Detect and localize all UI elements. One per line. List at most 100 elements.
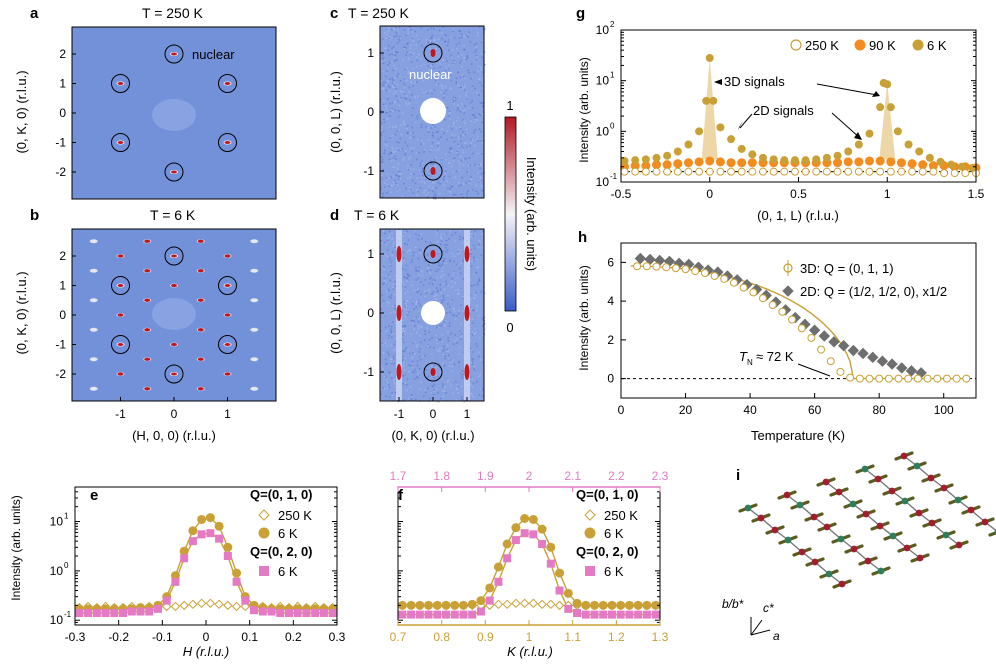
noise-pixel <box>428 282 431 285</box>
noise-pixel <box>440 324 443 327</box>
noise-pixel <box>456 151 459 153</box>
x-axis-label-g: (0, 1, L) (r.l.u.) <box>757 208 839 223</box>
noise-pixel <box>386 379 388 381</box>
noise-pixel <box>393 179 396 182</box>
noise-pixel <box>468 180 471 183</box>
noise-pixel <box>420 270 423 272</box>
beam-stop-c <box>420 98 446 124</box>
noise-pixel <box>442 297 445 299</box>
noise-pixel <box>382 103 385 106</box>
data-point-250K <box>812 167 821 176</box>
noise-pixel <box>420 249 422 251</box>
noise-pixel <box>447 349 449 352</box>
noise-pixel <box>410 147 412 149</box>
noise-pixel <box>406 311 409 314</box>
noise-pixel <box>407 132 409 134</box>
noise-pixel <box>443 385 445 388</box>
noise-pixel <box>464 109 467 111</box>
noise-pixel <box>436 342 439 345</box>
noise-pixel <box>419 165 421 167</box>
noise-pixel <box>383 375 386 378</box>
x-axis-label-h: Temperature (K) <box>751 428 845 443</box>
data-point-2D <box>876 355 889 367</box>
data-point-Q020 <box>581 610 590 619</box>
noise-pixel <box>412 371 414 373</box>
noise-pixel <box>394 392 397 394</box>
noise-pixel <box>402 399 405 401</box>
noise-pixel <box>472 131 475 134</box>
noise-pixel <box>440 91 443 94</box>
noise-pixel <box>480 163 483 165</box>
noise-pixel <box>453 195 456 198</box>
noise-pixel <box>412 254 414 257</box>
noise-pixel <box>427 129 430 131</box>
atom <box>901 497 909 505</box>
noise-pixel <box>403 157 405 159</box>
noise-pixel <box>391 394 394 397</box>
noise-pixel <box>465 157 467 160</box>
noise-pixel <box>482 138 485 140</box>
noise-pixel <box>434 172 437 174</box>
nuclear-peak <box>117 141 124 144</box>
magnetic-peak <box>224 372 231 376</box>
data-point-Q020 <box>162 596 171 605</box>
noise-pixel <box>401 268 404 270</box>
noise-pixel <box>453 158 456 161</box>
colorbar-label: Intensity (arb. units) <box>524 157 539 271</box>
noise-pixel <box>478 351 480 354</box>
noise-pixel <box>401 326 404 328</box>
noise-pixel <box>474 370 476 373</box>
noise-pixel <box>385 110 388 113</box>
x-tick-label: 1 <box>884 187 891 201</box>
data-point-3D <box>807 333 816 342</box>
y-tick-label: 0 <box>59 106 66 120</box>
noise-pixel <box>462 131 464 133</box>
noise-pixel <box>443 345 445 348</box>
noise-pixel <box>417 257 420 260</box>
noise-pixel <box>466 34 469 36</box>
data-point-3D <box>633 262 642 271</box>
noise-pixel <box>442 399 445 402</box>
noise-pixel <box>472 363 474 365</box>
noise-pixel <box>432 163 435 165</box>
noise-pixel <box>384 47 386 50</box>
data-point-250K <box>716 167 725 176</box>
noise-pixel <box>392 242 395 245</box>
data-point-Q020 <box>590 610 599 619</box>
rod-peak <box>396 305 402 321</box>
noise-pixel <box>383 282 385 284</box>
noise-pixel <box>463 77 466 79</box>
atom <box>825 570 833 578</box>
data-point-3D <box>826 357 835 366</box>
x-tick-label: 0 <box>430 407 437 421</box>
noise-pixel <box>410 81 413 84</box>
noise-pixel <box>384 265 387 267</box>
noise-pixel <box>404 150 407 152</box>
noise-pixel <box>482 113 485 116</box>
data-point-6K <box>476 596 486 606</box>
data-point-6K <box>947 160 956 169</box>
noise-pixel <box>390 152 393 154</box>
noise-pixel <box>447 41 450 44</box>
noise-pixel <box>445 232 448 235</box>
noise-pixel <box>478 26 481 28</box>
magnetic-peak <box>144 387 151 391</box>
noise-pixel <box>483 51 486 54</box>
noise-pixel <box>381 158 384 161</box>
noise-pixel <box>401 147 404 150</box>
noise-pixel <box>459 329 461 332</box>
noise-pixel <box>471 259 474 262</box>
noise-pixel <box>482 361 485 364</box>
data-point-Q020 <box>468 610 477 619</box>
data-point-3D <box>749 288 758 297</box>
noise-pixel <box>391 102 394 104</box>
noise-pixel <box>430 145 433 148</box>
noise-pixel <box>395 141 398 143</box>
noise-pixel <box>474 247 476 250</box>
noise-pixel <box>453 380 456 383</box>
noise-pixel <box>424 73 427 75</box>
noise-pixel <box>397 100 399 103</box>
data-point-250K <box>886 167 895 176</box>
noise-pixel <box>454 282 457 284</box>
noise-pixel <box>444 40 447 43</box>
